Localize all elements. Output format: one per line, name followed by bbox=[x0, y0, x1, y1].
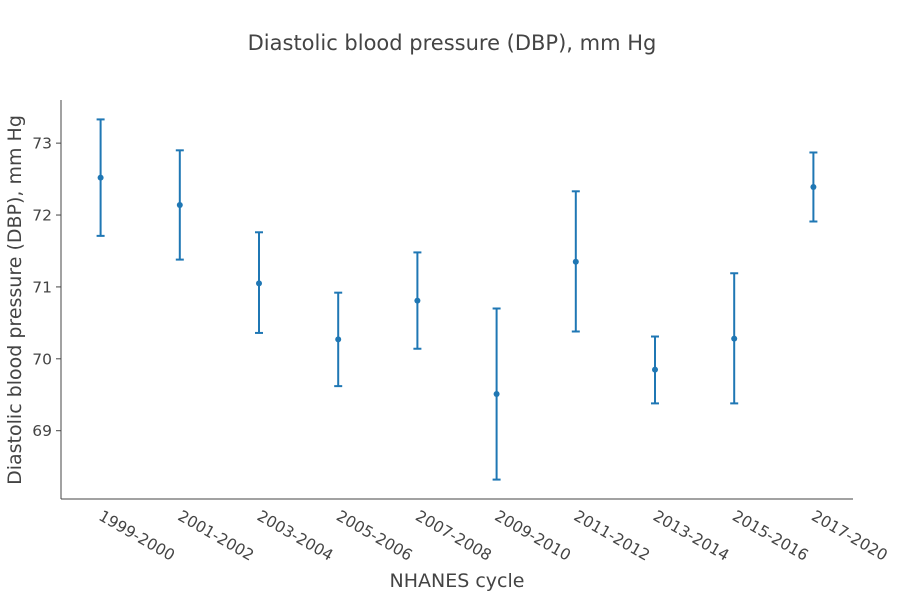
data-point bbox=[493, 391, 500, 398]
y-tick-label: 73 bbox=[32, 135, 52, 153]
data-point bbox=[810, 183, 817, 190]
y-tick-label: 70 bbox=[32, 350, 52, 368]
data-point bbox=[572, 258, 579, 265]
y-tick-label: 72 bbox=[32, 207, 52, 225]
x-tick-label: 2011-2012 bbox=[571, 507, 653, 565]
data-point bbox=[652, 366, 658, 373]
x-tick-label: 2001-2002 bbox=[175, 507, 257, 565]
x-tick-label: 2015-2016 bbox=[729, 507, 811, 565]
data-point bbox=[256, 280, 262, 287]
x-axis-title: NHANES cycle bbox=[390, 570, 525, 592]
error-bar-series bbox=[96, 118, 818, 481]
data-point bbox=[176, 201, 183, 208]
data-point bbox=[97, 174, 104, 181]
data-point bbox=[414, 297, 421, 304]
y-tick-label: 71 bbox=[32, 278, 52, 296]
y-axis-title: Diastolic blood pressure (DBP), mm Hg bbox=[4, 115, 26, 485]
data-point bbox=[335, 336, 342, 343]
chart-title: Diastolic blood pressure (DBP), mm Hg bbox=[248, 31, 657, 55]
data-point bbox=[731, 335, 738, 342]
x-tick-label: 2009-2010 bbox=[492, 507, 574, 565]
x-tick-label: 2003-2004 bbox=[254, 507, 336, 565]
x-tick-label: 1999-2000 bbox=[96, 507, 178, 565]
x-tick-label: 2013-2014 bbox=[650, 507, 732, 565]
plot-area: 69707172731999-20002001-20022003-2004200… bbox=[32, 100, 891, 565]
y-tick-label: 69 bbox=[32, 422, 52, 440]
x-tick-label: 2005-2006 bbox=[333, 507, 415, 565]
x-tick-label: 2007-2008 bbox=[412, 507, 494, 565]
x-tick-label: 2017-2020 bbox=[808, 507, 890, 565]
